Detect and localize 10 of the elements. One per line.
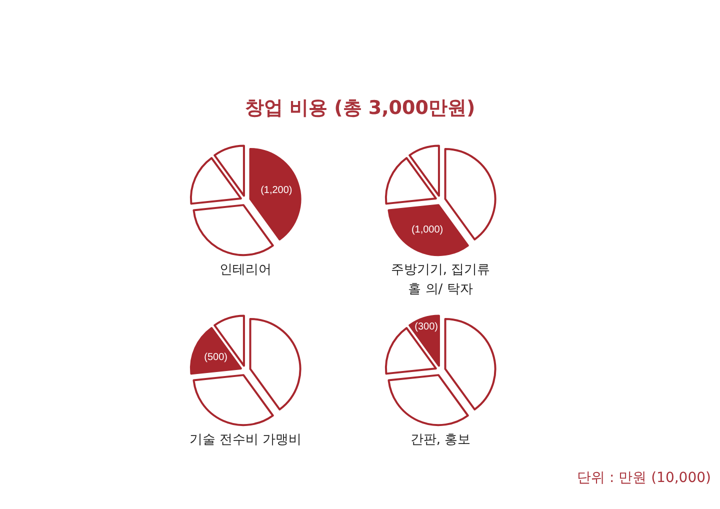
data-label: (1,000) [411,224,444,236]
text: 기술 전수비 가맹비 [189,432,302,448]
data-label: (1,200) [260,184,292,196]
text: 인테리어 [220,262,272,278]
text: 창업 비용 (총 3,000만원) [244,96,476,121]
text: 간판, 홍보 [410,432,471,448]
text: 주방기기, 집기류 홀 의/ 탁자 [390,262,490,297]
data-label: (500) [204,352,228,363]
data-label: (300) [414,321,438,332]
text: 단위 : 만원 (10,000) [576,469,711,488]
